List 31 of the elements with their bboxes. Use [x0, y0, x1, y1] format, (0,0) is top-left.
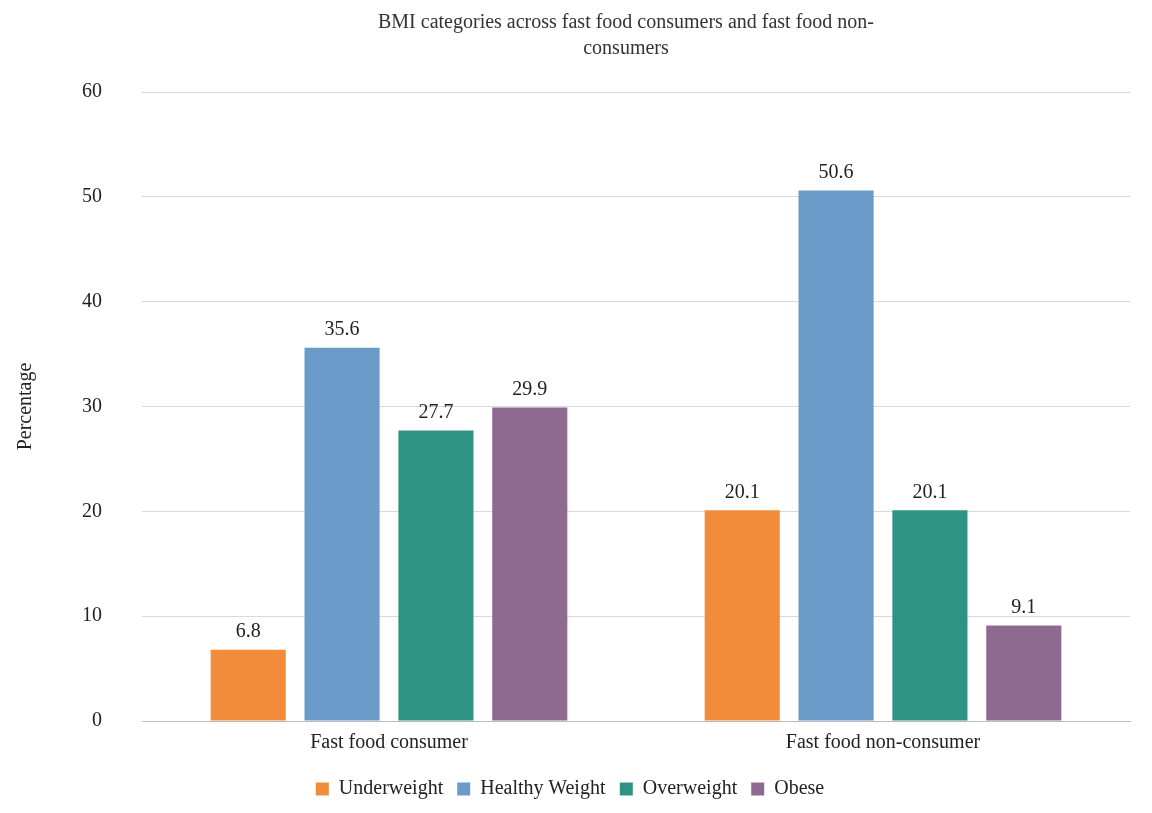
data-label: 50.6	[818, 159, 854, 182]
legend-label: Overweight	[642, 776, 738, 800]
legend-label: Obese	[774, 776, 825, 799]
bar	[986, 625, 1062, 721]
data-label: 20.1	[912, 479, 948, 502]
bar	[704, 510, 780, 721]
data-label: 20.1	[724, 479, 760, 502]
bar	[798, 190, 874, 721]
data-label: 6.8	[235, 618, 261, 641]
data-label: 35.6	[324, 317, 360, 340]
bar	[398, 430, 474, 721]
y-tick-label: 60	[82, 79, 102, 102]
legend-label: Underweight	[338, 776, 444, 800]
legend-label: Healthy Weight	[480, 776, 606, 800]
y-tick-label: 0	[92, 708, 102, 731]
data-label: 29.9	[512, 376, 548, 399]
bar	[304, 347, 380, 721]
y-tick-label: 30	[82, 393, 102, 416]
data-label: 27.7	[418, 399, 454, 422]
chart-title: BMI categories across fast food consumers and fast food non-consumers	[377, 9, 875, 60]
x-tick-label: Fast food non-consumer	[785, 730, 981, 753]
bar	[492, 407, 568, 721]
y-tick-label: 20	[82, 498, 102, 521]
y-axis-title: Percentage	[13, 362, 37, 451]
bar	[892, 510, 968, 721]
y-tick-label: 10	[82, 603, 102, 626]
x-tick-label: Fast food consumer	[310, 730, 469, 753]
y-tick-label: 50	[82, 184, 102, 207]
y-tick-label: 40	[82, 288, 102, 311]
data-label: 9.1	[1011, 594, 1037, 617]
bar	[210, 649, 286, 721]
